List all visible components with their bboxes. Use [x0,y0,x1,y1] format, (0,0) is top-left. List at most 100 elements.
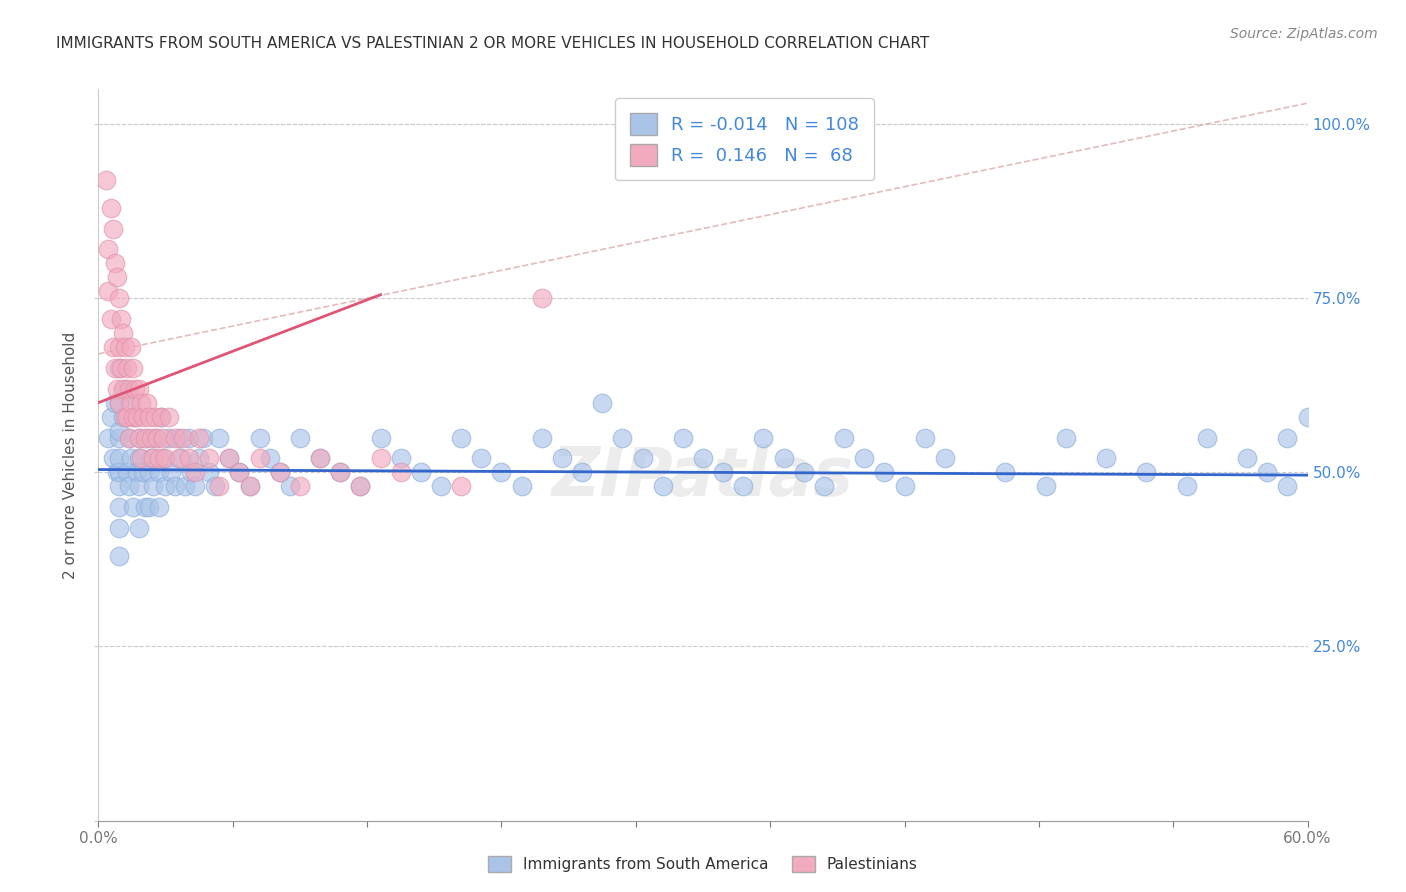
Point [167,430,190,444]
Point [1135,466,1157,480]
Point [107,291,129,305]
Point [188,430,211,444]
Point [101,340,124,354]
Point [170,451,193,466]
Point [278,479,301,493]
Point [120,395,142,409]
Point [813,479,835,493]
Point [110,312,132,326]
Point [179,430,201,444]
Point [121,409,143,424]
Point [107,549,129,563]
Point [128,451,150,466]
Point [733,479,755,493]
Point [148,466,170,480]
Point [651,479,673,493]
Point [149,409,172,424]
Text: Source: ZipAtlas.com: Source: ZipAtlas.com [1230,27,1378,41]
Point [259,451,281,466]
Point [269,466,291,480]
Point [1054,430,1077,444]
Point [153,451,176,466]
Point [349,479,371,493]
Point [111,326,134,340]
Point [138,409,160,424]
Text: ZIPatlas: ZIPatlas [553,444,853,510]
Point [105,270,128,285]
Point [491,466,513,480]
Point [152,430,174,444]
Point [146,430,169,444]
Point [198,466,221,480]
Point [105,466,128,480]
Point [114,340,136,354]
Point [128,479,150,493]
Point [142,479,165,493]
Point [121,360,143,375]
Text: IMMIGRANTS FROM SOUTH AMERICA VS PALESTINIAN 2 OR MORE VEHICLES IN HOUSEHOLD COR: IMMIGRANTS FROM SOUTH AMERICA VS PALESTI… [56,36,929,51]
Point [1035,479,1057,493]
Point [121,500,143,515]
Point [107,395,129,409]
Point [450,479,472,493]
Point [389,451,412,466]
Point [893,479,915,493]
Point [269,466,291,480]
Point [793,466,815,480]
Point [672,430,695,444]
Point [128,430,150,444]
Point [208,479,231,493]
Point [100,409,122,424]
Point [111,382,134,396]
Point [134,500,156,515]
Point [138,500,160,515]
Point [107,479,129,493]
Point [914,430,936,444]
Point [873,466,896,480]
Point [551,451,574,466]
Point [198,451,221,466]
Point [1095,451,1118,466]
Point [692,451,714,466]
Point [193,430,215,444]
Point [174,479,197,493]
Point [105,382,128,396]
Point [132,409,155,424]
Point [218,451,240,466]
Point [115,409,138,424]
Point [110,360,132,375]
Point [188,451,211,466]
Point [118,430,141,444]
Legend: R = -0.014   N = 108, R =  0.146   N =  68: R = -0.014 N = 108, R = 0.146 N = 68 [616,98,873,180]
Point [450,430,472,444]
Point [118,382,141,396]
Point [107,424,129,438]
Point [114,409,136,424]
Point [120,451,142,466]
Point [994,466,1017,480]
Point [934,451,956,466]
Point [125,466,148,480]
Point [128,521,150,535]
Point [218,451,240,466]
Point [107,395,129,409]
Point [772,451,794,466]
Point [288,430,311,444]
Point [370,430,392,444]
Point [100,201,122,215]
Point [1277,479,1299,493]
Point [107,360,129,375]
Point [103,395,125,409]
Point [103,256,125,270]
Point [143,430,166,444]
Point [204,479,226,493]
Point [128,382,150,396]
Point [167,451,190,466]
Point [180,466,202,480]
Point [132,466,155,480]
Point [125,409,148,424]
Point [115,466,138,480]
Point [249,451,271,466]
Point [120,340,142,354]
Point [124,382,146,396]
